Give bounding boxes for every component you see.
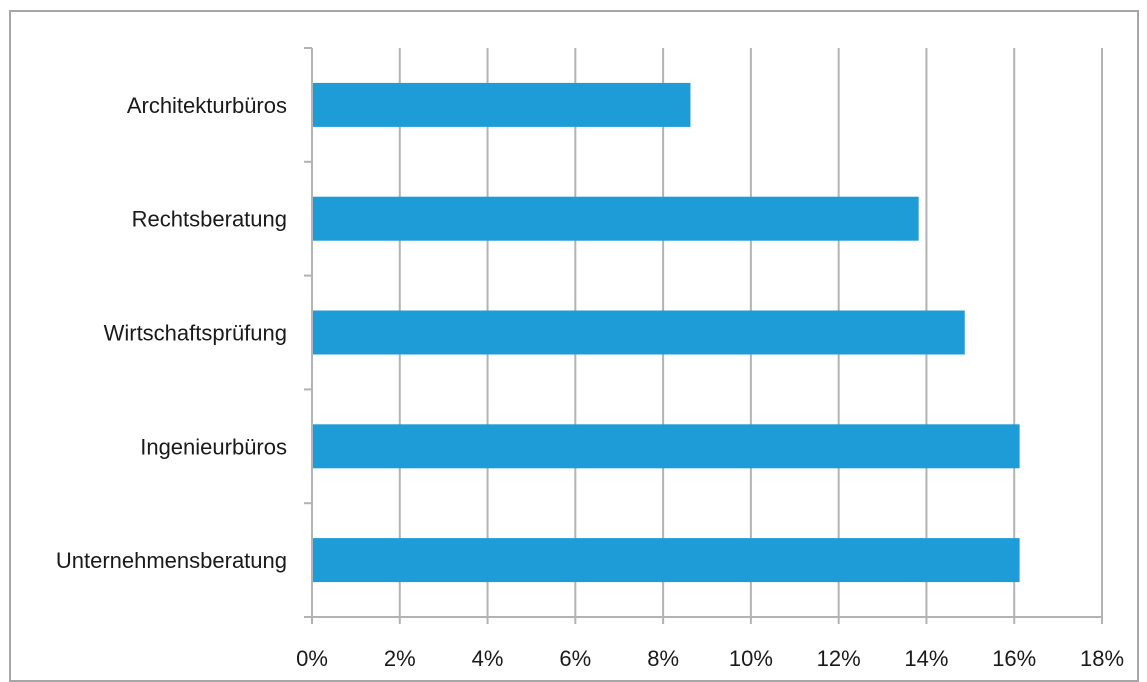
x-tick-label: 6% [559, 646, 591, 671]
x-tick-label: 12% [817, 646, 861, 671]
x-tick-label: 10% [729, 646, 773, 671]
x-tick-label: 0% [296, 646, 328, 671]
category-label: Unternehmensberatung [56, 548, 287, 573]
category-label: Ingenieurbüros [140, 434, 287, 459]
bar [313, 310, 965, 355]
x-tick-label: 4% [472, 646, 504, 671]
bars [313, 82, 1020, 583]
x-tick-label: 18% [1080, 646, 1124, 671]
x-tick-label: 14% [904, 646, 948, 671]
category-label: Rechtsberatung [132, 207, 287, 232]
x-tick-labels: 0% 2% 4% 6% 8% 10% 12% 14% 16% 18% [296, 646, 1124, 671]
bar [313, 424, 1020, 469]
y-category-labels: Architekturbüros Rechtsberatung Wirtschaft… [56, 93, 287, 573]
category-label: Architekturbüros [127, 93, 287, 118]
category-label: Wirtschaftsprüfung [104, 321, 287, 346]
bar [313, 196, 919, 241]
axes [304, 47, 1102, 624]
x-tick-label: 2% [384, 646, 416, 671]
x-tick-label: 8% [647, 646, 679, 671]
bar [313, 82, 691, 127]
x-tick-label: 16% [992, 646, 1036, 671]
bar [313, 538, 1020, 583]
